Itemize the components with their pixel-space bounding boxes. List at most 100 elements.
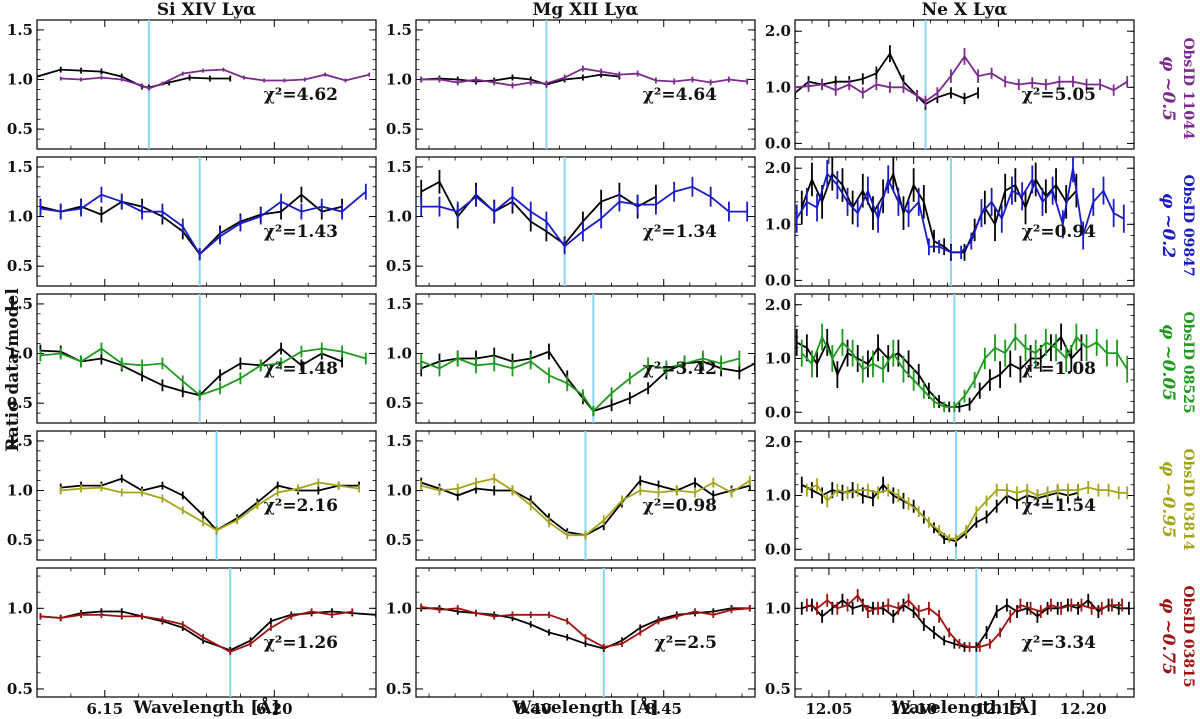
y-tick-label: 2.0 bbox=[765, 296, 791, 314]
obs-series-line bbox=[806, 593, 1123, 648]
y-tick-label: 0.5 bbox=[7, 257, 33, 275]
y-tick-label: 1.0 bbox=[7, 71, 33, 89]
series-group bbox=[795, 323, 1129, 413]
series-group bbox=[39, 608, 376, 656]
chi-square-label: χ²=1.34 bbox=[643, 222, 717, 242]
series-group bbox=[39, 183, 367, 261]
x-tick-label: 8.40 bbox=[515, 700, 552, 718]
chi-square-label: χ²=3.34 bbox=[1022, 633, 1096, 653]
column-title: Mg XII Lyα bbox=[533, 0, 639, 20]
chi-square-label: χ²=2.5 bbox=[655, 633, 717, 653]
series-group bbox=[37, 66, 371, 91]
y-tick-label: 1.0 bbox=[765, 350, 791, 368]
series-group bbox=[795, 45, 1129, 110]
y-tick-label: 1.0 bbox=[386, 345, 412, 363]
chi-square-label: χ²=1.48 bbox=[264, 359, 338, 379]
chi-square-label: χ²=4.62 bbox=[264, 85, 338, 105]
y-tick-label: 1.0 bbox=[7, 599, 33, 617]
panel-r0-c0: 0.5 1.0 1.5 χ²=4.62 Si XIV Lyα bbox=[7, 0, 377, 150]
series-group bbox=[420, 473, 751, 540]
y-tick-label: 1.0 bbox=[7, 345, 33, 363]
x-axis-label: Wavelength [Å] bbox=[511, 696, 658, 718]
obsid-label: ObsID 09847 bbox=[1180, 174, 1196, 276]
series-group bbox=[59, 474, 360, 535]
x-tick-label: 6.15 bbox=[87, 700, 124, 718]
chi-square-label: χ²=1.26 bbox=[264, 633, 338, 653]
x-tick-label: 8.45 bbox=[645, 700, 682, 718]
y-tick-label: 1.0 bbox=[386, 208, 412, 226]
y-tick-label: 2.0 bbox=[765, 159, 791, 177]
x-tick-label: 12.10 bbox=[890, 700, 937, 718]
y-tick-label: 1.5 bbox=[386, 21, 412, 39]
panel-r1-c1: 0.5 1.0 1.5 χ²=1.34 bbox=[386, 156, 756, 287]
y-tick-label: 0.5 bbox=[7, 394, 33, 412]
y-tick-label: 1.5 bbox=[7, 432, 33, 450]
phase-label: φ ~0.5 bbox=[1158, 56, 1178, 121]
x-axis-label: Wavelength [Å] bbox=[890, 696, 1037, 718]
y-axis-label: Ratio data/model bbox=[3, 288, 23, 452]
x-tick-label: 12.05 bbox=[805, 700, 852, 718]
series-group bbox=[420, 169, 749, 255]
y-tick-label: 0.0 bbox=[765, 403, 791, 421]
y-tick-label: 0.5 bbox=[386, 394, 412, 412]
chi-square-label: χ²=1.08 bbox=[1022, 359, 1096, 379]
panel-r3-c1: 0.5 1.0 1.5 χ²=0.98 bbox=[386, 430, 756, 561]
y-tick-label: 1.5 bbox=[7, 295, 33, 313]
chi-square-label: χ²=4.64 bbox=[643, 85, 717, 105]
series-group bbox=[39, 342, 367, 401]
reference-series-line bbox=[420, 180, 657, 246]
y-tick-label: 0.5 bbox=[7, 531, 33, 549]
x-tick-label: 12.15 bbox=[975, 700, 1022, 718]
x-axis-label: Wavelength [Å] bbox=[132, 696, 279, 718]
series-group bbox=[420, 65, 749, 89]
y-tick-label: 1.0 bbox=[7, 482, 33, 500]
panel-r3-c0: 0.5 1.0 1.5 χ²=2.16 bbox=[7, 430, 377, 561]
panel-r2-c0: 0.5 1.0 1.5 χ²=1.48 bbox=[7, 293, 377, 424]
chi-square-label: χ²=0.98 bbox=[643, 496, 717, 516]
chi-square-label: χ²=0.94 bbox=[1022, 222, 1096, 242]
y-tick-label: 2.0 bbox=[765, 433, 791, 451]
y-tick-label: 0.5 bbox=[386, 120, 412, 138]
y-tick-label: 0.5 bbox=[386, 680, 412, 698]
panel-r2-c1: 0.5 1.0 1.5 χ²=3.42 bbox=[386, 293, 756, 424]
obsid-label: ObsID 03815 bbox=[1180, 585, 1196, 687]
y-tick-label: 0.5 bbox=[386, 257, 412, 275]
y-tick-label: 1.5 bbox=[386, 432, 412, 450]
chi-square-label: χ²=2.16 bbox=[264, 496, 338, 516]
y-tick-label: 1.0 bbox=[765, 78, 791, 96]
x-tick-label: 6.20 bbox=[256, 700, 293, 718]
series-group bbox=[795, 157, 1125, 261]
column-title: Si XIV Lyα bbox=[157, 0, 256, 20]
y-tick-label: 2.0 bbox=[765, 22, 791, 40]
panel-r0-c1: 0.5 1.0 1.5 χ²=4.64 Mg XII Lyα bbox=[386, 0, 756, 150]
reference-series-line bbox=[421, 73, 620, 86]
phase-label: φ ~0.2 bbox=[1158, 193, 1178, 258]
chi-square-label: χ²=1.54 bbox=[1022, 496, 1096, 516]
obs-series-line bbox=[795, 54, 1128, 103]
reference-series-line bbox=[60, 477, 359, 532]
y-tick-label: 1.5 bbox=[7, 21, 33, 39]
y-tick-label: 0.5 bbox=[765, 680, 791, 698]
series-group bbox=[800, 476, 1129, 547]
panel-r4-c2: 0.5 1.0 χ²=3.34 12.05 12.10 12.15 12.20 Wavelen… bbox=[765, 567, 1196, 718]
y-tick-label: 0.0 bbox=[765, 271, 791, 289]
obs-series-line bbox=[60, 481, 360, 532]
y-tick-label: 0.5 bbox=[7, 120, 33, 138]
series-group bbox=[800, 588, 1130, 652]
reference-series-line bbox=[40, 193, 343, 256]
chi-square-label: χ²=3.42 bbox=[643, 359, 717, 379]
panel-grid: 0.5 1.0 1.5 χ²=4.62 Si XIV Lyα 0.5 1.0 1.5 χ²=4.… bbox=[7, 0, 1196, 718]
phase-label: φ ~0.05 bbox=[1158, 324, 1178, 401]
phase-label: φ ~0.75 bbox=[1158, 598, 1178, 675]
obsid-label: ObsID 08525 bbox=[1180, 311, 1196, 413]
y-tick-label: 1.0 bbox=[386, 71, 412, 89]
x-tick-label: 12.20 bbox=[1060, 700, 1107, 718]
y-tick-label: 1.0 bbox=[765, 215, 791, 233]
panel-r1-c0: 0.5 1.0 1.5 χ²=1.43 bbox=[7, 156, 377, 287]
column-title: Ne X Lyα bbox=[922, 0, 1008, 20]
